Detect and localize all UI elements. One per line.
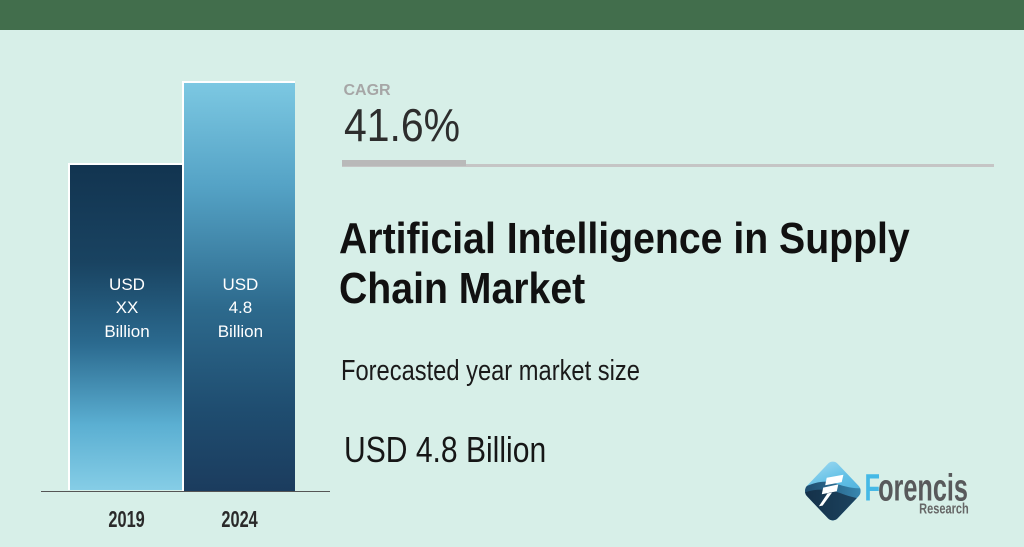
svg-text:Research: Research bbox=[919, 500, 969, 517]
svg-text:orencis: orencis bbox=[878, 466, 968, 508]
svg-text:F: F bbox=[865, 466, 880, 508]
